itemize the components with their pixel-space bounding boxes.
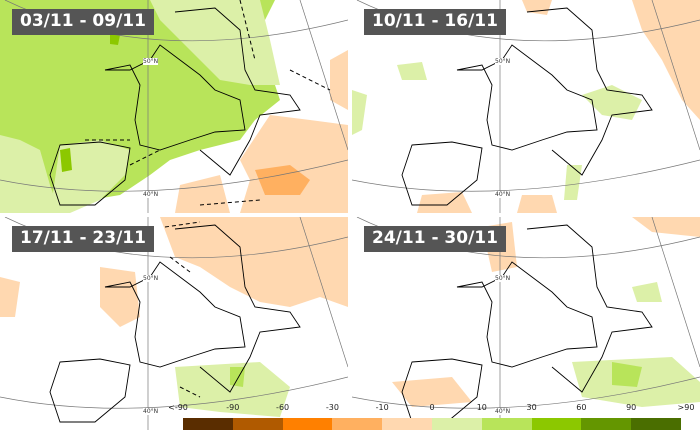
latitude-label-50n: 50°N <box>495 275 511 282</box>
legend-swatch <box>332 418 383 430</box>
color-legend: <-90 -90 -60 -30 -10 0 10 30 60 90 >90 <box>168 401 695 430</box>
latitude-label-40n: 40°N <box>143 408 159 415</box>
legend-swatch <box>232 418 284 430</box>
legend-label: 60 <box>576 403 587 412</box>
map-panel-week-2: 50°N 40°N 10/11 - 16/11 <box>352 0 700 213</box>
latitude-label-50n: 50°N <box>143 58 159 65</box>
latitude-label-40n: 40°N <box>143 191 159 198</box>
legend-label: -60 <box>276 403 290 412</box>
map-panel-week-1: 50°N 40°N 03/11 - 09/11 <box>0 0 348 213</box>
legend-swatch <box>531 418 582 430</box>
legend-swatch <box>432 418 483 430</box>
latitude-label-40n: 40°N <box>495 408 511 415</box>
legend-label: >90 <box>677 403 695 412</box>
legend-swatch <box>183 418 234 430</box>
legend-label: -30 <box>325 403 339 412</box>
legend-label: 30 <box>526 403 537 412</box>
legend-label: -10 <box>375 403 389 412</box>
legend-swatch <box>581 418 632 430</box>
legend-label: <-90 <box>168 403 188 412</box>
legend-label: -90 <box>226 403 240 412</box>
latitude-label-40n: 40°N <box>495 191 511 198</box>
map-panel-week-3: 50°N 40°N 17/11 - 23/11 <box>0 217 348 430</box>
legend-label: 90 <box>626 403 637 412</box>
legend-label: 0 <box>429 403 435 412</box>
latitude-label-50n: 50°N <box>495 58 511 65</box>
map-panel-week-4: 50°N 40°N 24/11 - 30/11 <box>352 217 700 430</box>
legend-swatch <box>631 418 682 430</box>
panel-title: 17/11 - 23/11 <box>12 226 154 252</box>
anomaly-map <box>352 217 700 430</box>
anomaly-map <box>352 0 700 213</box>
legend-swatch <box>481 418 533 430</box>
panel-title: 10/11 - 16/11 <box>364 9 506 35</box>
latitude-label-50n: 50°N <box>143 275 159 282</box>
legend-swatch <box>282 418 333 430</box>
panel-title: 03/11 - 09/11 <box>12 9 154 35</box>
legend-swatch <box>382 418 433 430</box>
anomaly-map <box>0 0 348 213</box>
legend-label: 10 <box>476 403 487 412</box>
panel-title: 24/11 - 30/11 <box>364 226 506 252</box>
anomaly-map <box>0 217 348 430</box>
